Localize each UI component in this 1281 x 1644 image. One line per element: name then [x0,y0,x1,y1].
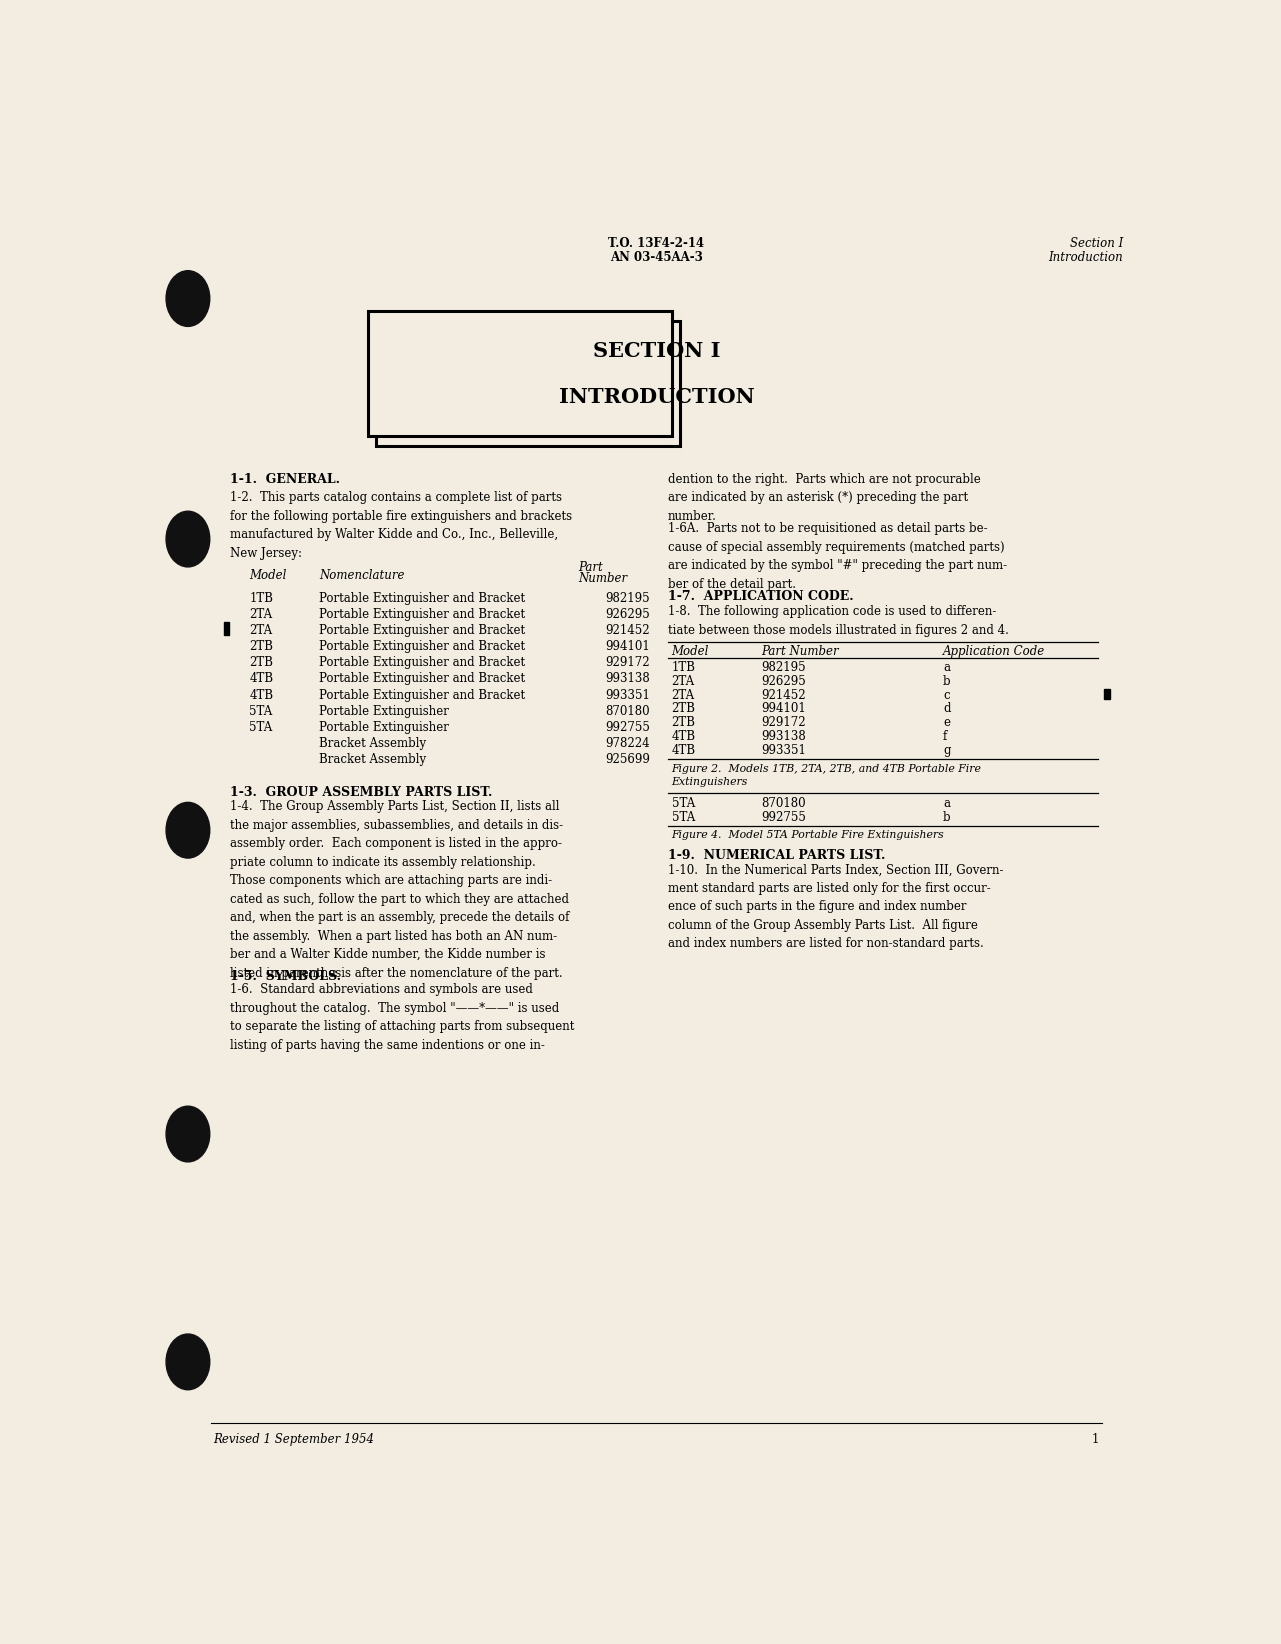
Circle shape [167,511,210,567]
Text: 4TB: 4TB [250,672,273,686]
Bar [375,321,679,446]
Text: 1TB: 1TB [250,592,273,605]
Text: 994101: 994101 [606,640,651,653]
Text: 994101: 994101 [761,702,806,715]
Text: 1: 1 [1091,1434,1099,1447]
Text: 1-1.  GENERAL.: 1-1. GENERAL. [229,473,339,487]
Text: AN 03-45AA-3: AN 03-45AA-3 [610,252,703,265]
Text: e: e [943,717,951,730]
Text: 2TB: 2TB [671,717,696,730]
Text: 982195: 982195 [606,592,651,605]
Text: 993351: 993351 [761,745,806,756]
Text: Model: Model [250,569,287,582]
Text: Bracket Assembly: Bracket Assembly [319,753,427,766]
Text: 5TA: 5TA [671,810,694,824]
Bar [1104,689,1109,699]
Text: 925699: 925699 [606,753,651,766]
Text: 2TB: 2TB [671,702,696,715]
Text: 992755: 992755 [761,810,806,824]
Text: Application Code: Application Code [943,646,1045,658]
Text: f: f [943,730,947,743]
Text: Bracket Assembly: Bracket Assembly [319,737,427,750]
Text: Part Number: Part Number [761,646,838,658]
Text: 4TB: 4TB [250,689,273,702]
Text: 870180: 870180 [606,705,651,718]
Text: SECTION I: SECTION I [593,342,720,362]
Text: 1TB: 1TB [671,661,696,674]
Text: 993138: 993138 [761,730,806,743]
Text: Revised 1 September 1954: Revised 1 September 1954 [213,1434,374,1447]
Text: Portable Extinguisher and Bracket: Portable Extinguisher and Bracket [319,640,525,653]
Text: 921452: 921452 [606,623,651,636]
Text: Portable Extinguisher and Bracket: Portable Extinguisher and Bracket [319,656,525,669]
Text: 2TA: 2TA [671,689,694,702]
Text: 5TA: 5TA [671,797,694,810]
Text: 870180: 870180 [761,797,806,810]
Text: 1-2.  This parts catalog contains a complete list of parts
for the following por: 1-2. This parts catalog contains a compl… [229,492,573,561]
Text: 2TB: 2TB [250,640,273,653]
Text: 1-6.  Standard abbreviations and symbols are used
throughout the catalog.  The s: 1-6. Standard abbreviations and symbols … [229,983,574,1052]
Text: INTRODUCTION: INTRODUCTION [559,388,755,408]
Text: 1-5.  SYMBOLS.: 1-5. SYMBOLS. [229,970,341,983]
Text: 1-4.  The Group Assembly Parts List, Section II, lists all
the major assemblies,: 1-4. The Group Assembly Parts List, Sect… [229,801,569,980]
Text: Figure 4.  Model 5TA Portable Fire Extinguishers: Figure 4. Model 5TA Portable Fire Exting… [671,830,944,840]
Text: 926295: 926295 [606,608,651,621]
Bar [224,623,229,635]
Text: Figure 2.  Models 1TB, 2TA, 2TB, and 4TB Portable Fire
Extinguishers: Figure 2. Models 1TB, 2TA, 2TB, and 4TB … [671,764,981,787]
Text: 4TB: 4TB [671,745,696,756]
Bar [368,311,671,436]
Circle shape [167,271,210,327]
Text: T.O. 13F4-2-14: T.O. 13F4-2-14 [608,237,705,250]
Text: 2TA: 2TA [250,623,273,636]
Text: 1-9.  NUMERICAL PARTS LIST.: 1-9. NUMERICAL PARTS LIST. [667,850,885,863]
Text: Portable Extinguisher and Bracket: Portable Extinguisher and Bracket [319,592,525,605]
Text: 978224: 978224 [606,737,651,750]
Text: Portable Extinguisher: Portable Extinguisher [319,705,448,718]
Text: 1-3.  GROUP ASSEMBLY PARTS LIST.: 1-3. GROUP ASSEMBLY PARTS LIST. [229,786,492,799]
Text: c: c [943,689,949,702]
Text: 992755: 992755 [606,720,651,733]
Text: 1-10.  In the Numerical Parts Index, Section III, Govern-
ment standard parts ar: 1-10. In the Numerical Parts Index, Sect… [667,863,1003,950]
Text: Portable Extinguisher and Bracket: Portable Extinguisher and Bracket [319,623,525,636]
Text: d: d [943,702,951,715]
Circle shape [167,1106,210,1162]
Text: 993351: 993351 [606,689,651,702]
Text: 5TA: 5TA [250,720,273,733]
Text: 4TB: 4TB [671,730,696,743]
Text: 1-7.  APPLICATION CODE.: 1-7. APPLICATION CODE. [667,590,853,603]
Text: Portable Extinguisher and Bracket: Portable Extinguisher and Bracket [319,689,525,702]
Text: 2TA: 2TA [250,608,273,621]
Text: 993138: 993138 [606,672,651,686]
Text: 1-6A.  Parts not to be requisitioned as detail parts be-
cause of special assemb: 1-6A. Parts not to be requisitioned as d… [667,523,1007,590]
Text: a: a [943,661,951,674]
Text: 929172: 929172 [761,717,806,730]
Text: Portable Extinguisher and Bracket: Portable Extinguisher and Bracket [319,672,525,686]
Text: 5TA: 5TA [250,705,273,718]
Circle shape [167,802,210,858]
Circle shape [167,1333,210,1389]
Text: Model: Model [671,646,708,658]
Text: 982195: 982195 [761,661,806,674]
Text: Portable Extinguisher and Bracket: Portable Extinguisher and Bracket [319,608,525,621]
Text: 929172: 929172 [606,656,651,669]
Text: 2TB: 2TB [250,656,273,669]
Text: b: b [943,674,951,687]
Text: Part: Part [579,561,603,574]
Text: g: g [943,745,951,756]
Text: Portable Extinguisher: Portable Extinguisher [319,720,448,733]
Text: 921452: 921452 [761,689,806,702]
Text: Number: Number [579,572,628,585]
Text: 2TA: 2TA [671,674,694,687]
Text: a: a [943,797,951,810]
Text: dention to the right.  Parts which are not procurable
are indicated by an asteri: dention to the right. Parts which are no… [667,473,980,523]
Text: 926295: 926295 [761,674,806,687]
Text: Section I: Section I [1070,237,1123,250]
Text: b: b [943,810,951,824]
Text: Introduction: Introduction [1048,252,1123,265]
Text: 1-8.  The following application code is used to differen-
tiate between those mo: 1-8. The following application code is u… [667,605,1008,636]
Text: Nomenclature: Nomenclature [319,569,405,582]
